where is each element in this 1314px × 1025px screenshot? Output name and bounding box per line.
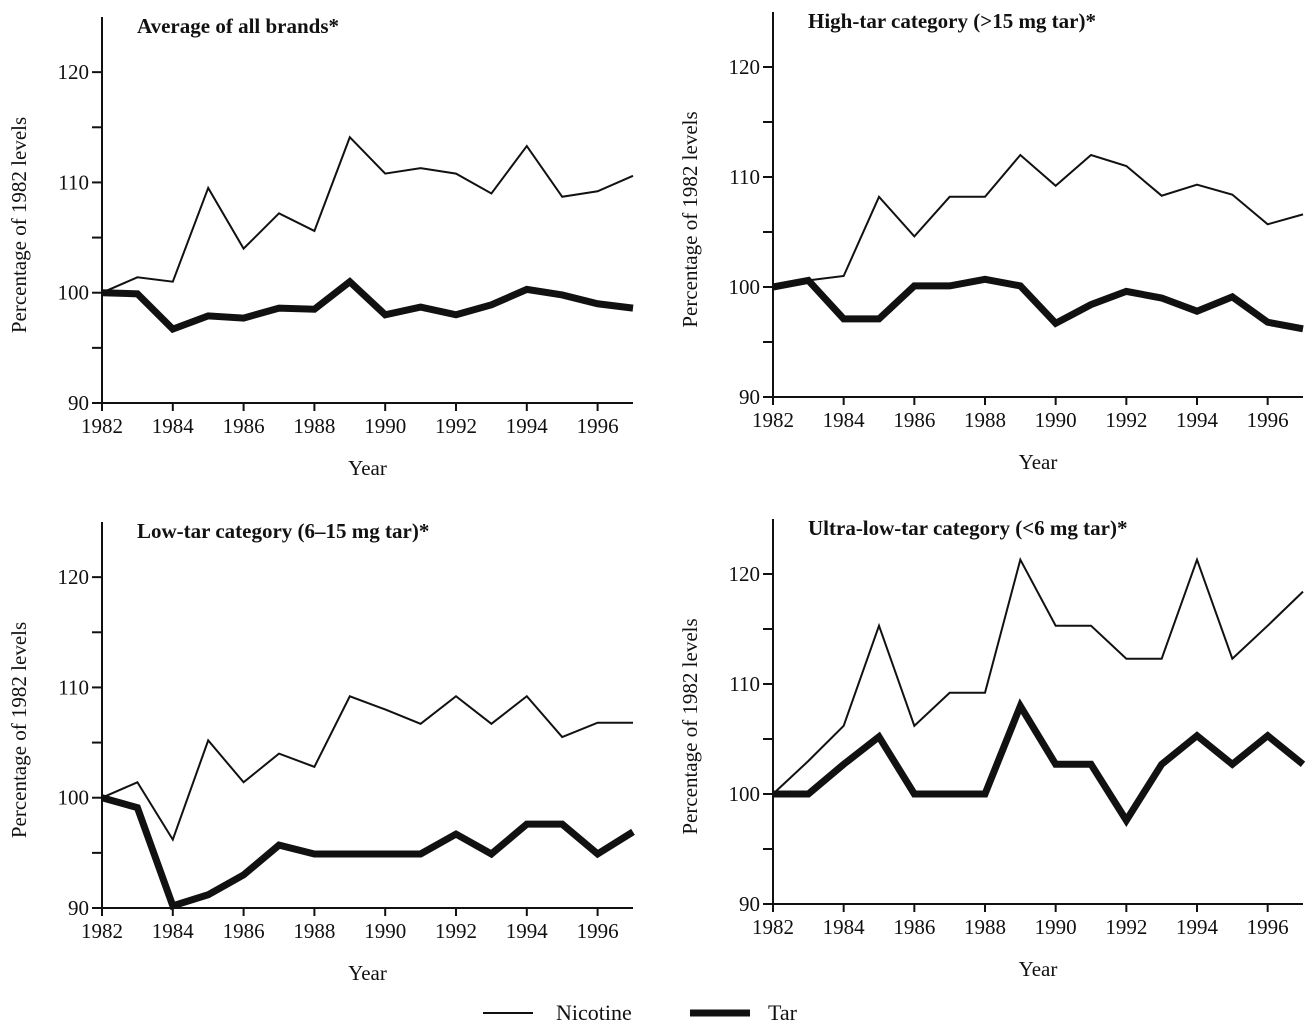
legend-label: Nicotine xyxy=(556,1000,632,1025)
y-tick-label: 90 xyxy=(68,391,89,415)
x-tick-label: 1996 xyxy=(1247,408,1289,432)
series-line xyxy=(101,694,633,842)
series-line xyxy=(101,277,634,334)
series-line xyxy=(772,556,1304,795)
x-tick-label: 1996 xyxy=(1247,915,1289,939)
x-tick-label: 1992 xyxy=(435,919,477,943)
x-tick-label: 1986 xyxy=(223,414,265,438)
series-line xyxy=(101,135,634,294)
y-tick-label: 120 xyxy=(58,565,90,589)
x-tick-label: 1986 xyxy=(893,408,935,432)
y-tick-label: 120 xyxy=(729,562,761,586)
x-tick-label: 1984 xyxy=(823,408,866,432)
x-axis-label: Year xyxy=(1019,957,1058,981)
x-tick-label: 1994 xyxy=(506,414,549,438)
x-tick-label: 1992 xyxy=(435,414,477,438)
x-tick-label: 1994 xyxy=(1176,915,1219,939)
panel: 90 100 110 120 1982 1984 1986 1988 1990 1992 1994 1… xyxy=(678,9,1304,474)
y-tick-label: 120 xyxy=(729,55,761,79)
y-tick-label: 110 xyxy=(58,675,89,699)
series-line xyxy=(772,153,1304,288)
x-tick-label: 1994 xyxy=(506,919,549,943)
x-tick-label: 1994 xyxy=(1176,408,1219,432)
series-line xyxy=(773,698,1306,827)
x-tick-label: 1988 xyxy=(964,915,1006,939)
x-tick-label: 1990 xyxy=(364,919,406,943)
y-tick-label: 110 xyxy=(729,672,760,696)
x-tick-label: 1986 xyxy=(223,919,265,943)
x-axis-label: Year xyxy=(348,456,387,480)
x-tick-label: 1988 xyxy=(964,408,1006,432)
x-tick-label: 1990 xyxy=(1035,915,1077,939)
x-tick-label: 1992 xyxy=(1105,408,1147,432)
x-tick-label: 1984 xyxy=(823,915,866,939)
y-tick-label: 100 xyxy=(58,281,90,305)
x-tick-label: 1984 xyxy=(152,414,195,438)
series-line xyxy=(772,275,1304,333)
x-tick-label: 1982 xyxy=(81,919,123,943)
y-tick-label: 110 xyxy=(58,170,89,194)
chart-title: Low-tar category (6–15 mg tar)* xyxy=(137,519,429,543)
x-tick-label: 1982 xyxy=(81,414,123,438)
chart-title: Ultra-low-tar category (<6 mg tar)* xyxy=(808,516,1127,540)
y-tick-label: 100 xyxy=(729,782,761,806)
legend-label: Tar xyxy=(768,1000,798,1025)
x-tick-label: 1986 xyxy=(893,915,935,939)
panel: 90 100 110 120 1982 1984 1986 1988 1990 1992 1994 1… xyxy=(678,516,1306,981)
y-tick-label: 100 xyxy=(58,786,90,810)
y-tick-label: 120 xyxy=(58,60,90,84)
y-tick-label: 110 xyxy=(729,165,760,189)
chart-title: Average of all brands* xyxy=(137,14,339,38)
y-tick-label: 100 xyxy=(729,275,761,299)
series-line xyxy=(101,794,635,911)
y-axis-label: Percentage of 1982 levels xyxy=(678,111,702,327)
x-tick-label: 1990 xyxy=(1035,408,1077,432)
x-axis-label: Year xyxy=(348,961,387,985)
x-tick-label: 1996 xyxy=(577,919,619,943)
x-tick-label: 1996 xyxy=(577,414,619,438)
y-tick-label: 90 xyxy=(68,896,89,920)
panel: 90 100 110 120 1982 1984 1986 1988 1990 1992 1994 1… xyxy=(7,14,634,480)
y-axis-label: Percentage of 1982 levels xyxy=(7,622,31,838)
panel: 90 100 110 120 1982 1984 1986 1988 1990 1992 1994 1… xyxy=(7,519,635,985)
chart-title: High-tar category (>15 mg tar)* xyxy=(808,9,1096,33)
x-tick-label: 1988 xyxy=(293,919,335,943)
x-axis-label: Year xyxy=(1019,450,1058,474)
x-tick-label: 1982 xyxy=(752,915,794,939)
y-axis-label: Percentage of 1982 levels xyxy=(7,117,31,333)
x-tick-label: 1984 xyxy=(152,919,195,943)
y-axis-label: Percentage of 1982 levels xyxy=(678,618,702,834)
y-tick-label: 90 xyxy=(739,892,760,916)
y-tick-label: 90 xyxy=(739,385,760,409)
x-tick-label: 1988 xyxy=(293,414,335,438)
x-tick-label: 1992 xyxy=(1105,915,1147,939)
x-tick-label: 1982 xyxy=(752,408,794,432)
legend: Nicotine Tar xyxy=(483,1000,798,1025)
x-tick-label: 1990 xyxy=(364,414,406,438)
